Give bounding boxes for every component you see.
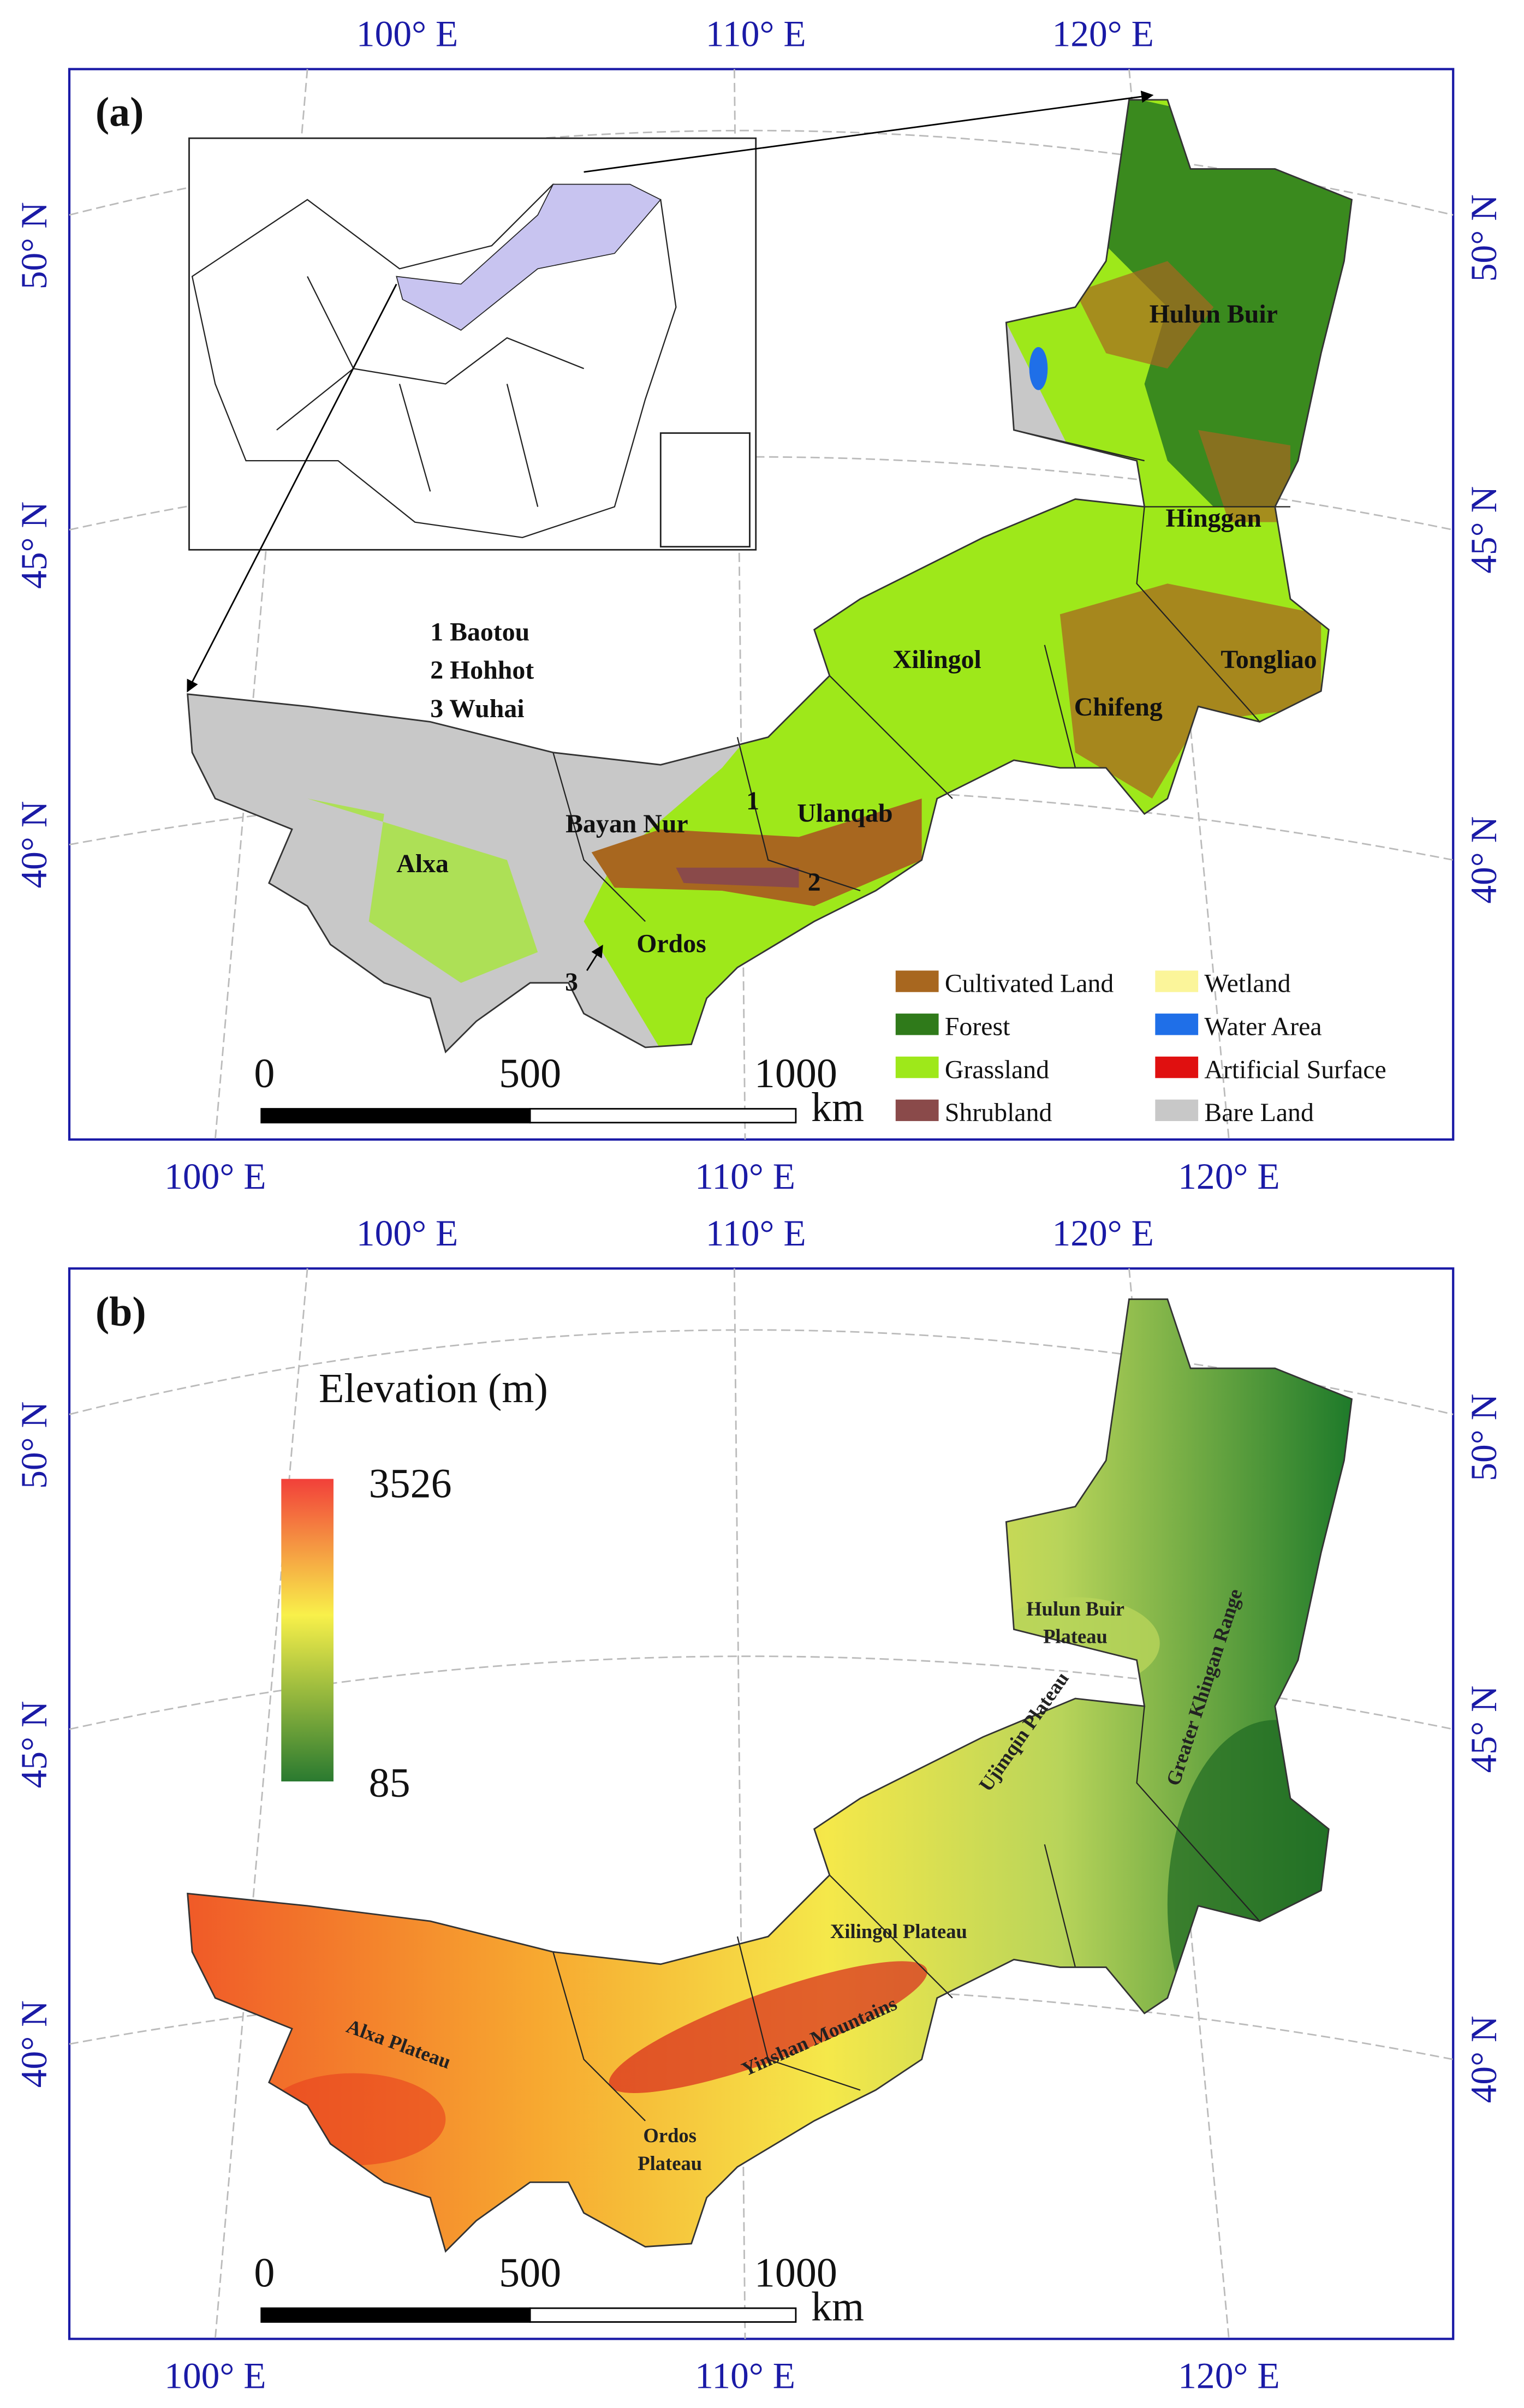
city-marker: 1 bbox=[746, 786, 759, 815]
legend-label: Water Area bbox=[1204, 1012, 1321, 1041]
arrow bbox=[586, 944, 603, 971]
lon-label: 120° E bbox=[1178, 2355, 1279, 2396]
legend-label: Wetland bbox=[1204, 969, 1290, 998]
region-label: Hinggan bbox=[1166, 504, 1261, 533]
legend-swatch bbox=[1155, 1014, 1199, 1035]
lon-label: 100° E bbox=[164, 2355, 266, 2396]
lat-label: 45° N bbox=[1463, 486, 1504, 574]
lat-label: 40° N bbox=[1463, 816, 1504, 904]
legend-swatch bbox=[895, 1099, 939, 1122]
lat-label: 40° N bbox=[14, 2000, 55, 2088]
lat-label: 50° N bbox=[1463, 1394, 1504, 1481]
cultivated-land bbox=[1075, 261, 1214, 369]
city-marker: 3 bbox=[565, 968, 578, 997]
water-area bbox=[1029, 347, 1048, 390]
scale-unit: km bbox=[811, 2284, 864, 2330]
legend-label: Forest bbox=[945, 1012, 1010, 1041]
mountains bbox=[609, 1961, 927, 2093]
legend-swatch bbox=[1155, 970, 1199, 992]
lon-label: 100° E bbox=[164, 1156, 266, 1197]
lon-label: 100° E bbox=[356, 1213, 458, 1254]
boundary bbox=[552, 1706, 1260, 2121]
region-label: Hulun Buir bbox=[1150, 300, 1278, 329]
scale-bar bbox=[260, 1108, 531, 1124]
scale-tick: 500 bbox=[499, 2250, 561, 2296]
feature-label: Xilingol Plateau bbox=[830, 1920, 967, 1942]
colorbar bbox=[281, 1479, 334, 1781]
lon-label: 100° E bbox=[356, 13, 458, 54]
colorbar-max: 3526 bbox=[369, 1461, 452, 1506]
scale-tick: 1000 bbox=[754, 1051, 837, 1096]
legend-label: Shrubland bbox=[945, 1098, 1052, 1127]
lat-label: 50° N bbox=[1463, 194, 1504, 282]
region-label: Chifeng bbox=[1074, 693, 1163, 722]
lon-label: 120° E bbox=[1052, 1213, 1153, 1254]
lat-label: 50° N bbox=[14, 1402, 55, 1489]
colorbar-title: Elevation (m) bbox=[319, 1366, 548, 1411]
lat-label: 45° N bbox=[14, 502, 55, 589]
lon-label: 120° E bbox=[1052, 13, 1153, 54]
region-label: Bayan Nur bbox=[565, 809, 688, 838]
scale-bar bbox=[529, 2307, 797, 2323]
feature-label: Ordos bbox=[643, 2124, 696, 2147]
lon-label: 120° E bbox=[1178, 1156, 1279, 1197]
legend-swatch bbox=[895, 1056, 939, 1078]
lat-label: 40° N bbox=[1463, 2016, 1504, 2103]
scale-bar bbox=[260, 2307, 531, 2323]
feature-label: Plateau bbox=[638, 2152, 702, 2174]
panel-label: (b) bbox=[96, 1289, 146, 1334]
scale-unit: km bbox=[811, 1084, 864, 1130]
panel-label: (a) bbox=[96, 90, 144, 135]
city-marker: 2 bbox=[808, 868, 821, 897]
city-list-item: 1 Baotou bbox=[430, 617, 529, 646]
scale-tick: 1000 bbox=[754, 2250, 837, 2296]
city-list-item: 3 Wuhai bbox=[430, 694, 524, 723]
colorbar-min: 85 bbox=[369, 1760, 410, 1806]
legend-swatch bbox=[895, 1014, 939, 1035]
legend-swatch bbox=[1155, 1056, 1199, 1078]
legend-swatch bbox=[1155, 1099, 1199, 1122]
region-label: Alxa bbox=[396, 849, 449, 878]
cultivated-land bbox=[1059, 583, 1321, 799]
shrubland bbox=[676, 867, 799, 888]
lat-label: 45° N bbox=[1463, 1685, 1504, 1773]
region-label: Xilingol bbox=[893, 645, 981, 674]
scale-tick: 0 bbox=[254, 1051, 275, 1096]
grassland bbox=[307, 798, 538, 983]
lon-label: 110° E bbox=[695, 2355, 795, 2396]
legend-label: Bare Land bbox=[1204, 1098, 1314, 1127]
inset-highlight bbox=[396, 183, 662, 331]
legend-label: Artificial Surface bbox=[1204, 1055, 1386, 1084]
scale-tick: 0 bbox=[254, 2250, 275, 2296]
lon-label: 110° E bbox=[695, 1156, 795, 1197]
feature-label: Plateau bbox=[1043, 1625, 1108, 1648]
cultivated-land bbox=[591, 798, 922, 907]
region-label: Ulanqab bbox=[797, 798, 892, 827]
legend-label: Grassland bbox=[945, 1055, 1049, 1084]
feature-label: Hulun Buir bbox=[1026, 1598, 1124, 1620]
scale-tick: 500 bbox=[499, 1051, 561, 1096]
legend-swatch bbox=[895, 970, 939, 992]
inset-box bbox=[659, 432, 751, 548]
lon-label: 110° E bbox=[706, 1213, 806, 1254]
arrow bbox=[187, 283, 397, 693]
panel-a bbox=[68, 68, 1455, 1141]
panel-b bbox=[68, 1267, 1455, 2340]
boundary bbox=[552, 429, 1290, 922]
inset-outline bbox=[191, 183, 677, 538]
lat-label: 45° N bbox=[14, 1701, 55, 1788]
lat-label: 40° N bbox=[14, 801, 55, 888]
lon-label: 110° E bbox=[706, 13, 806, 54]
arrow bbox=[584, 90, 1154, 173]
region-label: Ordos bbox=[636, 929, 706, 958]
lat-label: 50° N bbox=[14, 202, 55, 289]
cultivated-land bbox=[1198, 430, 1290, 522]
scale-bar bbox=[529, 1108, 797, 1124]
region-label: Tongliao bbox=[1221, 645, 1317, 674]
legend-label: Cultivated Land bbox=[945, 969, 1114, 998]
city-list-item: 2 Hohhot bbox=[430, 656, 534, 685]
